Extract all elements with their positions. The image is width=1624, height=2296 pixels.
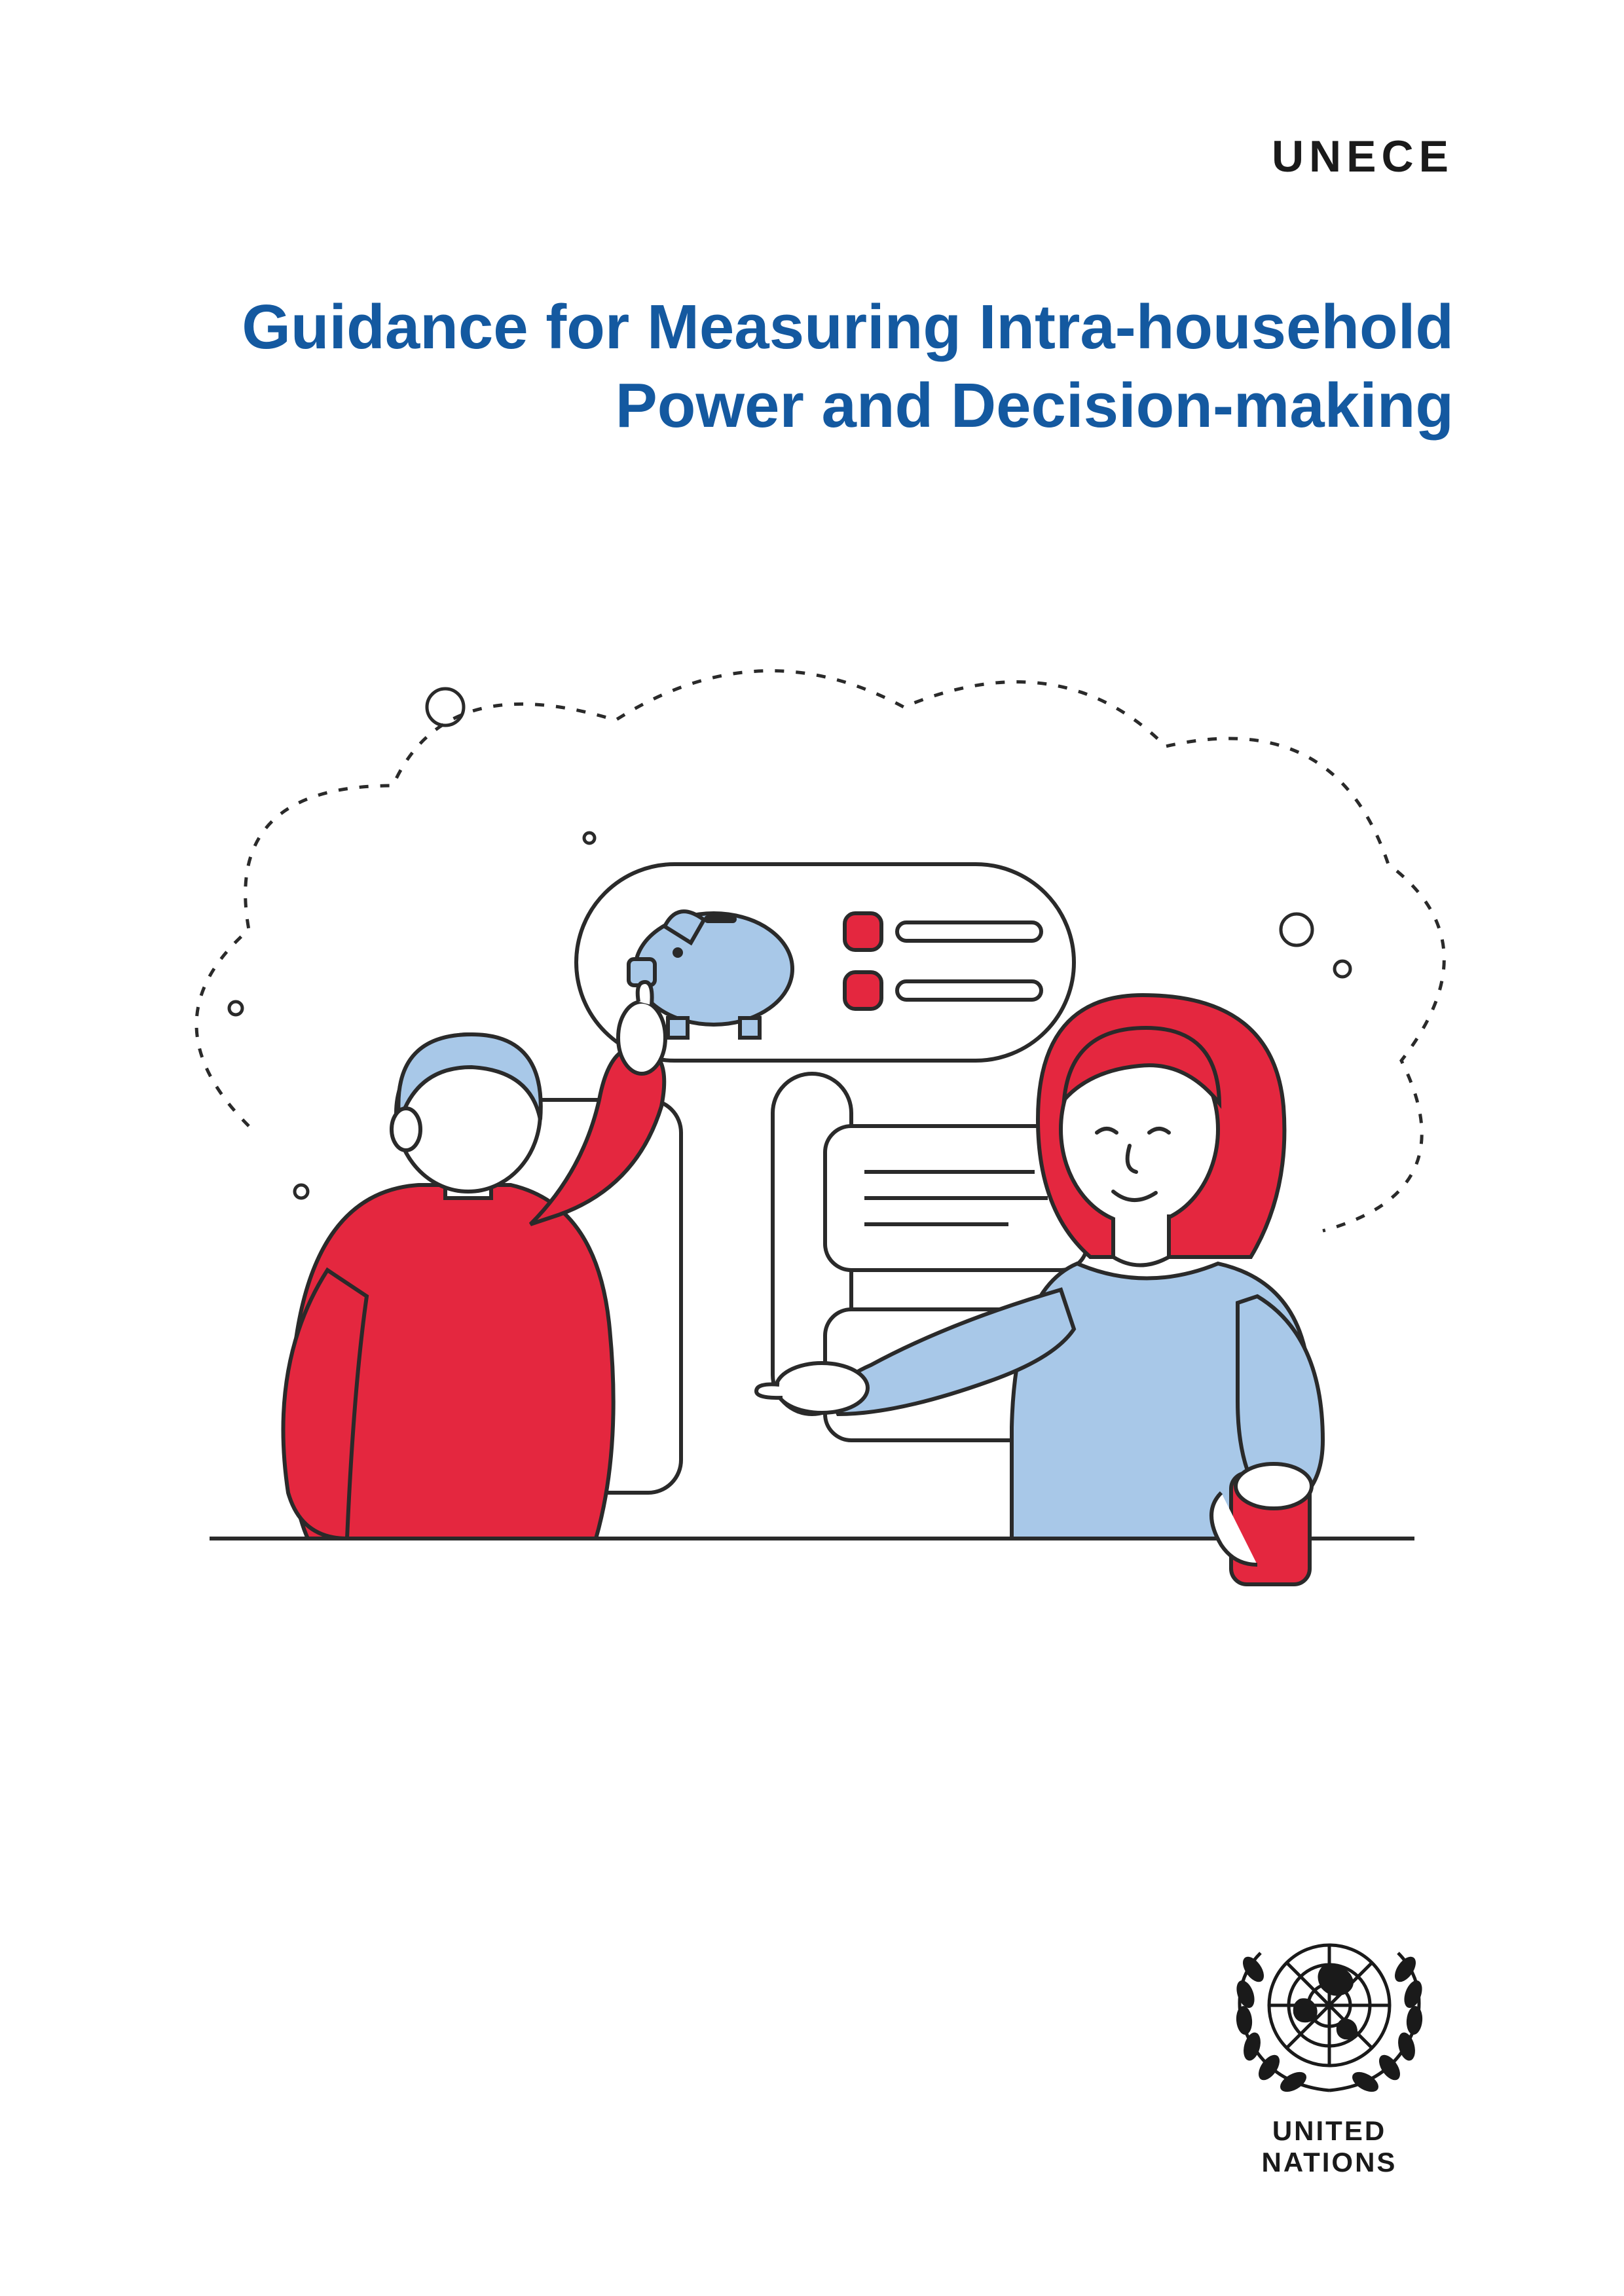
footer-logo: UNITED NATIONS (1205, 1917, 1454, 2178)
man-figure (284, 982, 666, 1539)
un-emblem-icon (1225, 1917, 1434, 2100)
header-brand: UNECE (1272, 131, 1454, 182)
title-line-2: Power and Decision-making (616, 371, 1454, 441)
cover-illustration (170, 655, 1454, 1637)
title-line-1: Guidance for Measuring Intra-household (242, 292, 1454, 362)
page-title: Guidance for Measuring Intra-household P… (170, 288, 1454, 445)
footer-org-label: UNITED NATIONS (1205, 2115, 1454, 2178)
woman-figure (756, 995, 1323, 1584)
